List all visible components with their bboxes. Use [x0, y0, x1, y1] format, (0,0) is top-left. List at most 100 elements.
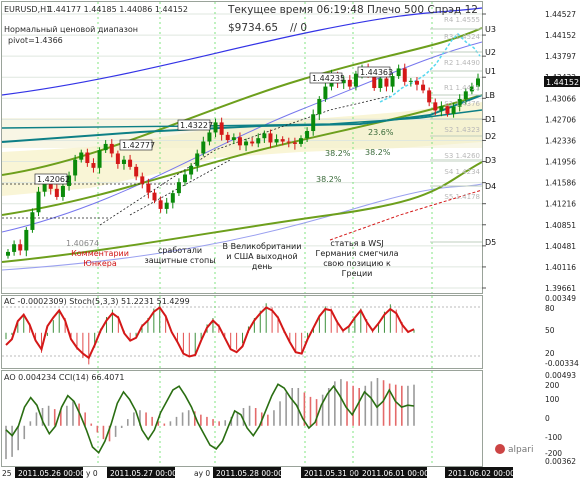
price-axis-label: 1.40116 [545, 263, 576, 272]
time-axis-label: 2011.05.27 00:00 [110, 469, 177, 478]
faded-level-r1: R1 1.4411 [444, 84, 480, 92]
candle-body [427, 90, 432, 103]
candle-body [6, 251, 10, 256]
price-axis-label: 1.41956 [545, 158, 576, 167]
price-tag-6: 1.40674 [66, 239, 99, 248]
annotation-stops-2: защитные стопы [144, 256, 215, 265]
candle-body [372, 72, 377, 89]
price-axis-label: 1.39661 [545, 284, 576, 293]
ac-axis-label: 0.00349 [545, 294, 576, 303]
candle-body [140, 176, 145, 184]
candle-body [67, 175, 72, 186]
candle-body [176, 182, 181, 194]
candle-body [323, 86, 328, 99]
fibo-label-2: 38.2% [325, 149, 351, 158]
level-label-u1: U1 [485, 67, 496, 76]
resistance-dashed [329, 189, 482, 241]
candle-body [244, 141, 249, 146]
ao-axis-label: 0.00362 [545, 457, 576, 466]
ao-axis-label: 100 [545, 395, 560, 404]
time-axis-label: 2011.06.01 00:00 [362, 469, 429, 478]
fibo-label-3: 38.2% [365, 148, 391, 157]
level-label-d3: D3 [485, 156, 496, 165]
candle-body [146, 183, 151, 193]
stochastic-line [5, 306, 415, 360]
annotation-wsj-3: свою позицию к [323, 259, 391, 268]
ohlc-quote: 1.44177 1.44185 1.44086 1.44152 [48, 5, 188, 14]
candle-body [109, 143, 114, 154]
ac-pane-title: AC -0.0002309) Stoch(5,3,3) 51.2231 51.4… [4, 297, 190, 306]
balance-extra: // 0 [290, 22, 307, 34]
faded-level-r4: R4 1.4555 [444, 16, 480, 24]
price-axis-label: 1.41216 [545, 200, 576, 209]
price-axis[interactable]: 1.445271.441521.437971.434321.430661.427… [482, 10, 576, 293]
candle-body [79, 152, 84, 160]
candle-body [207, 132, 212, 142]
candle-body [73, 159, 78, 176]
candle-body [36, 191, 41, 213]
session-gridlines [97, 2, 433, 293]
candle-body [128, 159, 133, 167]
annotation-juncker-1: Комментарии [71, 249, 129, 258]
price-tag-2: 1.42777 [122, 141, 155, 150]
price-tag-4: 1.44235 [312, 74, 345, 83]
level-label-u3: U3 [485, 25, 496, 34]
candle-body [353, 73, 358, 87]
candle-body [42, 180, 47, 192]
ac-axis-label: -0.00334 [545, 359, 579, 368]
candle-body [219, 122, 224, 135]
candle-body [30, 212, 35, 230]
time-label-bg [359, 467, 427, 478]
candle-body [384, 78, 389, 87]
candle-body [341, 79, 346, 84]
pivot-level-labels: U3 U2 U1 LB D1 D2 D3 D4 D5 R4 1.4555 R3 … [444, 16, 496, 247]
candle-body [48, 180, 53, 189]
trendline-dashed-1 [99, 95, 391, 226]
time-axis-fragment: ay 0 [194, 469, 210, 478]
ao-axis-label: -100 [545, 433, 562, 442]
time-axis-label: 2011.05.26 00:00 [18, 469, 85, 478]
candle-body [60, 185, 65, 197]
ao-axis-label: 0 [545, 414, 550, 423]
level-label-d4: D4 [485, 182, 496, 191]
ao-axis-label: -200 [545, 449, 562, 458]
candle-body [158, 200, 163, 209]
time-axis-fragment: 04 [346, 469, 356, 478]
annotation-wsj-4: Греции [342, 269, 373, 278]
candle-body [12, 244, 17, 252]
candlestick-series[interactable] [6, 63, 480, 259]
annotation-holiday-2: и США выходной [226, 252, 297, 261]
time-label-bg [301, 467, 369, 478]
candle-body [201, 141, 206, 154]
candle-body [457, 99, 462, 107]
candle-body [225, 134, 230, 141]
candle-body [170, 193, 175, 203]
price-axis-label: 1.40481 [545, 242, 576, 251]
channel-blue-upper [2, 7, 482, 96]
ao-pane-title: AO 0.004234 CCI(14) 66.4071 [4, 373, 124, 382]
candle-body [134, 166, 139, 177]
candle-body [256, 138, 261, 144]
time-axis-label: 2011.05.28 00:00 [216, 469, 283, 478]
time-axis[interactable]: 2011.05.26 00:00 2011.05.27 00:00 2011.05.… [2, 467, 515, 478]
cci-line [5, 383, 415, 454]
annotation-stops-1: сработали [158, 246, 202, 255]
candle-body [317, 99, 322, 115]
candle-body [311, 114, 316, 132]
channel-blue-lower [2, 41, 482, 233]
candle-body [390, 76, 395, 87]
level-label-u2: U2 [485, 48, 496, 57]
price-axis-label: 1.41586 [545, 179, 576, 188]
candle-body [54, 188, 59, 197]
faded-level-s4: S4 1.4234 [444, 168, 480, 176]
candle-body [97, 150, 102, 168]
price-axis-label: 1.42706 [545, 115, 576, 124]
level-label-d2: D2 [485, 132, 496, 141]
ac-axis-label: 80 [545, 304, 555, 313]
candle-body [250, 141, 255, 144]
faded-level-s3: S3 1.4260 [444, 152, 480, 160]
fibo-zone [2, 118, 482, 148]
price-gridlines [2, 13, 482, 289]
